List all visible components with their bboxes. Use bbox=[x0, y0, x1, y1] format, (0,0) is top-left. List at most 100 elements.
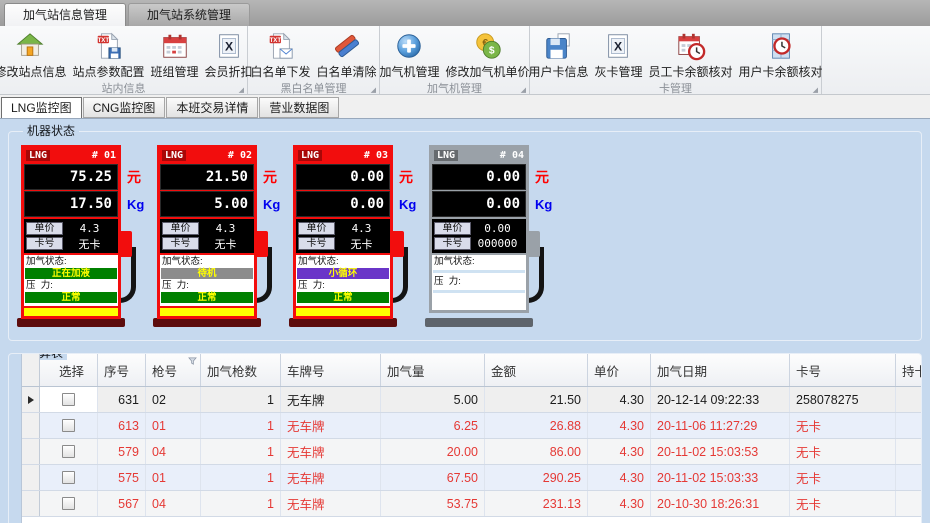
nozzle-hose bbox=[525, 247, 544, 303]
gray-card-management-button[interactable]: X 灰卡管理 bbox=[591, 29, 645, 82]
column-header-price[interactable]: 单价 bbox=[588, 354, 651, 386]
table-header-row: 选择 序号 枪号 加气枪数 车牌号 加气量 金额 单价 加气日期 卡号 持卡人 bbox=[22, 354, 921, 387]
dispenser-panel-03: LNG # 03 0.00 0.00 单价 4.3 卡号 无卡 加气状态: 小循环 压… bbox=[289, 145, 416, 327]
card-value: 无卡 bbox=[214, 237, 237, 251]
shift-management-button[interactable]: 班组管理 bbox=[148, 29, 202, 82]
row-checkbox[interactable] bbox=[62, 471, 75, 484]
row-checkbox[interactable] bbox=[62, 419, 75, 432]
document-x-icon: X bbox=[218, 34, 239, 58]
row-checkbox[interactable] bbox=[62, 445, 75, 458]
whitelist-clear-button[interactable]: 白名单清除 bbox=[314, 29, 380, 82]
column-header-seq[interactable]: 序号 bbox=[98, 354, 146, 386]
staff-card-balance-check-button[interactable]: 员工卡余额核对 bbox=[646, 29, 736, 82]
table-row[interactable]: 631 02 1 无车牌 5.00 21.50 4.30 20-12-14 09… bbox=[22, 387, 921, 413]
state-label: 加气状态: bbox=[298, 256, 339, 267]
dialog-launcher-icon[interactable]: ◢ bbox=[520, 87, 526, 94]
row-checkbox[interactable] bbox=[62, 393, 75, 406]
warning-strip bbox=[296, 308, 390, 316]
column-header-gun-count[interactable]: 加气枪数 bbox=[201, 354, 281, 386]
state-bar: 待机 bbox=[161, 268, 253, 279]
table-row[interactable]: 575 01 1 无车牌 67.50 290.25 4.30 20-11-02 … bbox=[22, 465, 921, 491]
settlement-grid: 选择 序号 枪号 加气枪数 车牌号 加气量 金额 单价 加气日期 卡号 持卡人 bbox=[21, 354, 921, 523]
table-row[interactable]: 567 04 1 无车牌 53.75 231.13 4.30 20-10-30 … bbox=[22, 491, 921, 517]
card-label: 卡号 bbox=[434, 237, 471, 250]
card-value: 无卡 bbox=[350, 237, 373, 251]
column-header-card[interactable]: 卡号 bbox=[790, 354, 896, 386]
cell-seq: 579 bbox=[98, 439, 146, 464]
quantity-display: 17.50 bbox=[24, 191, 118, 217]
dispenser-brand: LNG bbox=[298, 150, 323, 161]
price-label: 单价 bbox=[434, 222, 471, 235]
price-value: 0.00 bbox=[484, 222, 511, 235]
button-label: 用户卡余额核对 bbox=[738, 65, 823, 79]
card-clock-icon bbox=[771, 33, 791, 59]
price-label: 单价 bbox=[162, 222, 199, 235]
dispenser-management-button[interactable]: 加气机管理 bbox=[376, 29, 442, 82]
svg-text:TXT: TXT bbox=[98, 37, 110, 44]
row-checkbox[interactable] bbox=[62, 497, 75, 510]
cell-gun: 04 bbox=[146, 491, 201, 516]
cell-holder bbox=[896, 439, 921, 464]
tab-station-system-management[interactable]: 加气站系统管理 bbox=[128, 3, 251, 26]
column-header-select[interactable]: 选择 bbox=[40, 354, 98, 386]
member-discount-button[interactable]: X 会员折扣 bbox=[202, 29, 256, 82]
card-label: 卡号 bbox=[26, 237, 63, 250]
cell-price: 4.30 bbox=[588, 413, 651, 438]
ribbon-group-blackwhite-list: TXT 白名单下发 白名单清除 黑白名单管理 ◢ bbox=[247, 26, 380, 95]
cell-seq: 567 bbox=[98, 491, 146, 516]
column-header-gun[interactable]: 枪号 bbox=[146, 354, 201, 386]
cell-seq: 613 bbox=[98, 413, 146, 438]
row-select-cell[interactable] bbox=[40, 413, 98, 438]
dialog-launcher-icon[interactable]: ◢ bbox=[238, 87, 244, 94]
column-header-amount[interactable]: 金额 bbox=[485, 354, 588, 386]
cell-plate: 无车牌 bbox=[281, 491, 381, 516]
row-select-cell[interactable] bbox=[40, 491, 98, 516]
column-header-holder[interactable]: 持卡人 bbox=[896, 354, 921, 386]
modify-dispenser-price-button[interactable]: € $ 修改加气机单价 bbox=[443, 29, 533, 82]
tab-business-data[interactable]: 营业数据图 bbox=[259, 97, 340, 118]
row-select-cell[interactable] bbox=[40, 439, 98, 464]
modify-station-info-button[interactable]: 修改站点信息 bbox=[0, 29, 69, 82]
price-label: 单价 bbox=[298, 222, 335, 235]
cell-quantity: 5.00 bbox=[381, 387, 485, 412]
ribbon-group-caption: 卡管理 ◢ bbox=[530, 82, 821, 96]
card-value: 无卡 bbox=[78, 237, 101, 251]
kg-unit-label: Kg bbox=[535, 197, 553, 212]
dispenser-panel-01: LNG # 01 75.25 17.50 单价 4.3 卡号 无卡 加气状态: 正在加… bbox=[17, 145, 144, 327]
yuan-unit-label: 元 bbox=[399, 169, 413, 185]
station-param-config-button[interactable]: TXT 站点参数配置 bbox=[69, 29, 147, 82]
svg-text:X: X bbox=[614, 40, 623, 54]
tab-station-info-management[interactable]: 加气站信息管理 bbox=[4, 3, 127, 26]
cell-gun-count: 1 bbox=[201, 387, 281, 412]
table-row[interactable]: 579 04 1 无车牌 20.00 86.00 4.30 20-11-02 1… bbox=[22, 439, 921, 465]
dialog-launcher-icon[interactable]: ◢ bbox=[812, 87, 818, 94]
dispenser-number: # 03 bbox=[363, 150, 388, 161]
svg-text:X: X bbox=[224, 40, 233, 54]
whitelist-send-button[interactable]: TXT 白名单下发 bbox=[247, 29, 313, 82]
user-card-info-button[interactable]: 用户卡信息 bbox=[525, 29, 591, 82]
dialog-launcher-icon[interactable]: ◢ bbox=[370, 87, 376, 94]
user-card-balance-check-button[interactable]: 用户卡余额核对 bbox=[736, 29, 826, 82]
row-select-cell[interactable] bbox=[40, 465, 98, 490]
eraser-icon bbox=[334, 34, 359, 58]
button-label: 站点参数配置 bbox=[72, 65, 145, 79]
table-row[interactable]: 613 01 1 无车牌 6.25 26.88 4.30 20-11-06 11… bbox=[22, 413, 921, 439]
cell-gun-count: 1 bbox=[201, 465, 281, 490]
tab-shift-transactions[interactable]: 本班交易详情 bbox=[166, 97, 259, 118]
cell-card: 无卡 bbox=[790, 413, 896, 438]
column-header-quantity[interactable]: 加气量 bbox=[381, 354, 485, 386]
row-select-cell[interactable] bbox=[40, 387, 98, 412]
cell-holder bbox=[896, 491, 921, 516]
dispenser-base bbox=[153, 318, 261, 327]
column-header-date[interactable]: 加气日期 bbox=[651, 354, 790, 386]
amount-display: 21.50 bbox=[160, 164, 254, 190]
tab-cng-monitor[interactable]: CNG监控图 bbox=[82, 97, 166, 118]
tab-lng-monitor[interactable]: LNG监控图 bbox=[1, 97, 82, 118]
column-header-plate[interactable]: 车牌号 bbox=[281, 354, 381, 386]
nozzle-holder bbox=[527, 231, 540, 257]
ribbon-tab-strip: 加气站信息管理 加气站系统管理 bbox=[0, 0, 930, 26]
group-caption-text: 加气机管理 bbox=[427, 83, 482, 95]
filter-icon[interactable] bbox=[188, 357, 197, 366]
column-header-label: 枪号 bbox=[152, 364, 178, 379]
svg-text:$: $ bbox=[488, 46, 494, 57]
